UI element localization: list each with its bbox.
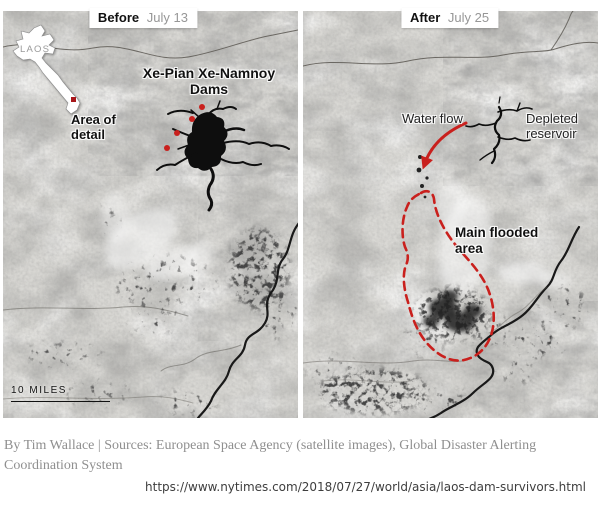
flooded-area-outline (401, 189, 496, 362)
after-satellite-image (303, 11, 598, 418)
vegetation-speckle-clusters (25, 207, 297, 415)
reservoir-full (156, 100, 290, 212)
article-url: https://www.nytimes.com/2018/07/27/world… (145, 480, 586, 494)
after-date: July 25 (447, 10, 490, 25)
after-label-chip: After July 25 (400, 8, 499, 28)
road-line (3, 29, 298, 59)
river-after (428, 225, 581, 418)
reservoir-depleted (465, 96, 533, 165)
after-label: After (409, 10, 441, 25)
river-before (196, 222, 298, 418)
scale-bar-label: 10 MILES (11, 385, 67, 396)
laos-inset-map: LAOS (12, 24, 81, 115)
main-flooded-area-label: Main flooded area (455, 225, 539, 256)
before-date: July 13 (146, 10, 188, 25)
water-flow-arrow (421, 121, 468, 170)
after-satellite-panel: After July 25 Water flow Depleted reserv… (303, 8, 598, 418)
laos-label: LAOS (20, 44, 50, 55)
scale-bar-line (11, 401, 110, 402)
laos-country-shape (12, 24, 81, 115)
before-label-chip: Before July 13 (88, 8, 197, 28)
credit-line-1: By Tim Wallace | Sources: European Space… (4, 438, 537, 453)
water-flow-label: Water flow (402, 111, 463, 126)
credit-line-2: Coordination System (4, 457, 123, 473)
bright-flood-scour-patches (411, 181, 571, 331)
before-satellite-panel: Before July 13 LAOS Area of detail Xe-Pi… (3, 8, 298, 418)
area-of-detail-label: Area of detail (71, 112, 116, 143)
area-of-detail-marker (71, 97, 76, 102)
dams-label: Xe-Pian Xe-Namnoy Dams (142, 65, 276, 98)
byline-credit: By Tim Wallace | Sources: European Space… (4, 436, 564, 476)
dam-location-dots (164, 104, 205, 151)
depleted-reservoir-label: Depleted reservoir (526, 111, 579, 142)
road-line (303, 41, 598, 67)
before-satellite-image (3, 11, 298, 418)
before-label: Before (97, 10, 140, 25)
flood-dark-patches (423, 290, 482, 332)
